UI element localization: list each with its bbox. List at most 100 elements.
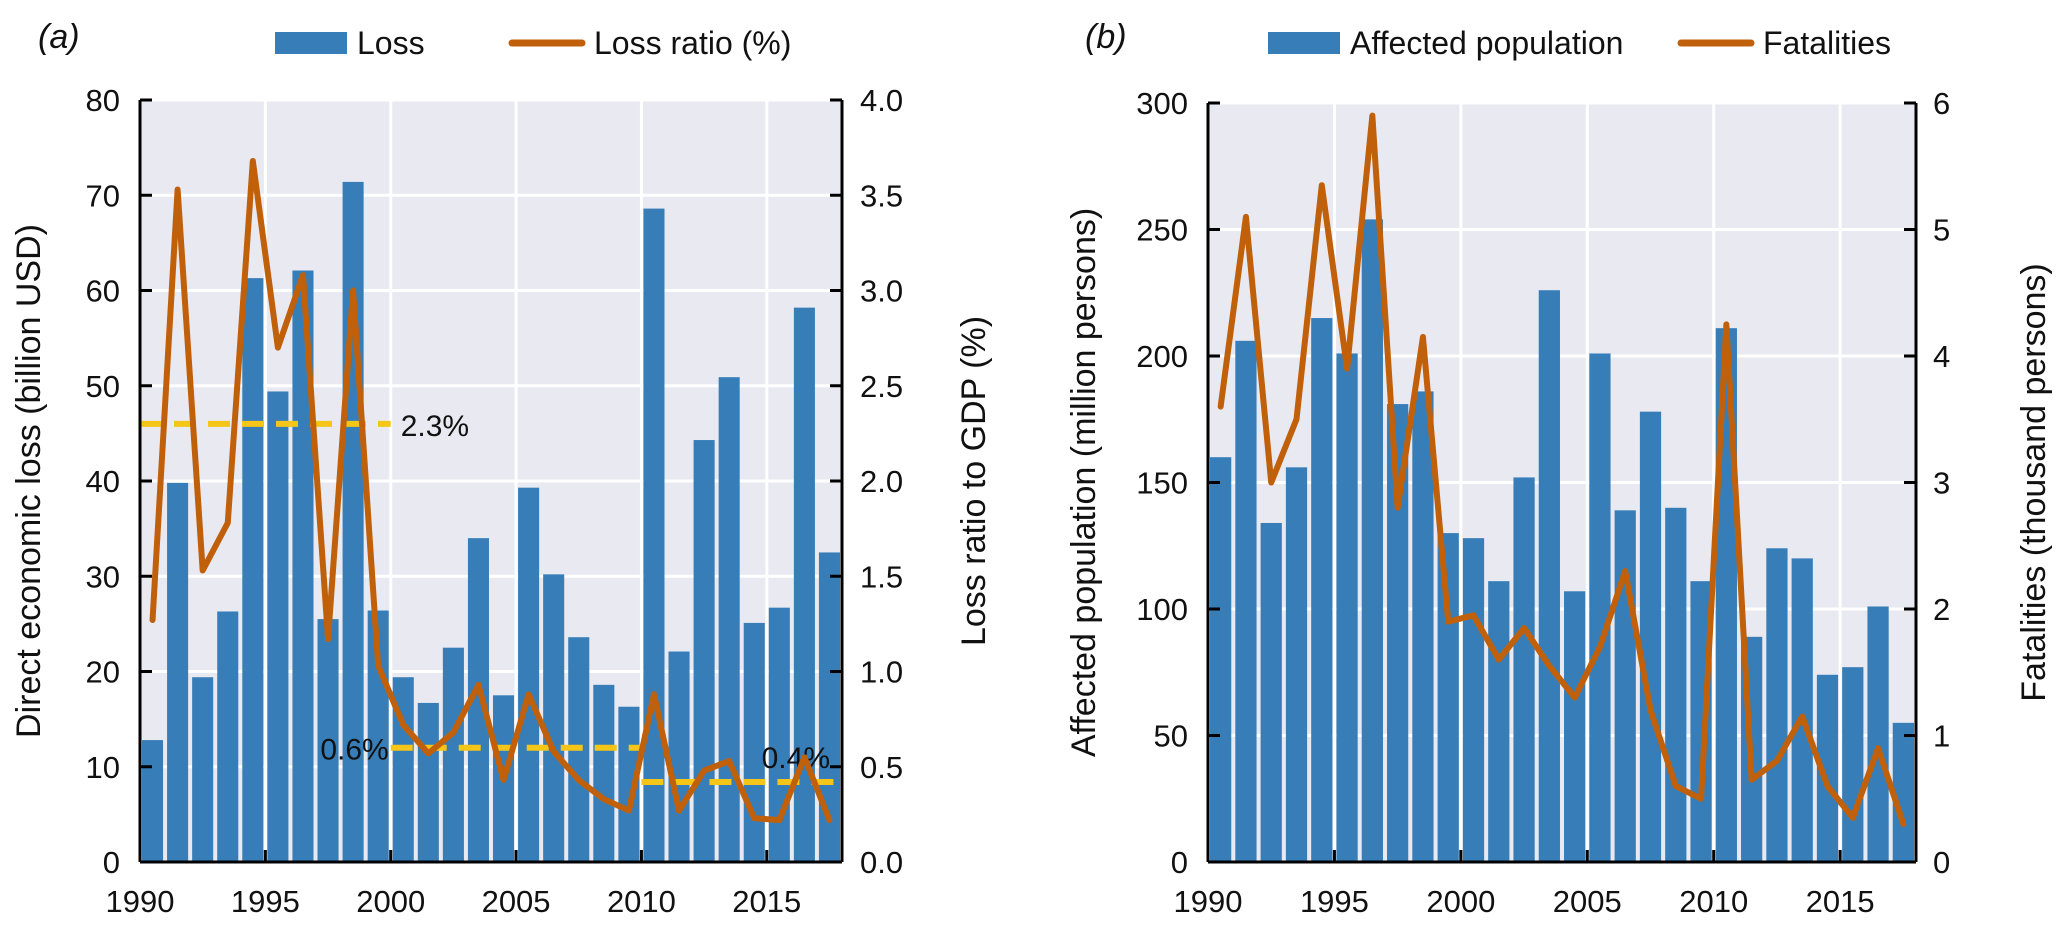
line-series-loss-ratio-: [149, 157, 833, 824]
bar-1991: [167, 482, 189, 862]
bar-1993: [217, 611, 239, 862]
y-tick-label-left: 40: [86, 464, 120, 499]
y-tick-label-left: 0: [1171, 845, 1188, 880]
x-tick-label: 2015: [732, 884, 801, 919]
annotation-label: 0.4%: [762, 742, 830, 775]
x-tick-label: 1995: [1300, 884, 1369, 919]
y-tick-label-left: 250: [1136, 213, 1188, 248]
y-tick-label-right: 3: [1933, 466, 1950, 501]
y-axis-title-left: Direct economic loss (billion USD): [10, 224, 48, 738]
y-tick-label-right: 2: [1933, 592, 1950, 627]
y-axis-title-right: Fatalities (thousand persons): [2015, 263, 2053, 701]
y-tick-label-left: 20: [86, 655, 120, 690]
y-tick-label-left: 10: [86, 750, 120, 785]
bar-2001: [417, 702, 439, 862]
y-tick-label-left: 200: [1136, 339, 1188, 374]
y-tick-label-right: 5: [1933, 213, 1950, 248]
bar-1997: [1387, 404, 1409, 862]
y-tick-label-left: 150: [1136, 466, 1188, 501]
bar-1992: [1260, 522, 1282, 862]
bar-2008: [1665, 507, 1687, 862]
annotation-label: 2.3%: [401, 410, 469, 443]
x-tick-label: 2010: [1679, 884, 1748, 919]
legend-label-bar: Affected population: [1350, 25, 1623, 61]
bar-2015: [1842, 667, 1864, 862]
bar-2012: [1766, 548, 1788, 862]
y-tick-label-right: 1.0: [860, 655, 903, 690]
line-series-fatalities: [1217, 112, 1907, 828]
bar-2015: [768, 607, 790, 862]
y-tick-label-left: 70: [86, 178, 120, 213]
bar-2008: [593, 684, 615, 862]
x-tick-label: 1995: [231, 884, 300, 919]
x-tick-label: 2000: [356, 884, 425, 919]
panel-label: (a): [38, 18, 80, 56]
bar-2010: [643, 208, 665, 862]
bar-2005: [1589, 353, 1611, 862]
y-tick-label-right: 1: [1933, 719, 1950, 754]
bar-2013: [1791, 558, 1813, 862]
y-tick-label-right: 2.0: [860, 464, 903, 499]
y-tick-label-left: 50: [86, 369, 120, 404]
bar-2006: [1614, 510, 1636, 862]
bar-1992: [192, 677, 214, 862]
y-tick-label-right: 2.5: [860, 369, 903, 404]
y-tick-label-left: 300: [1136, 86, 1188, 121]
y-tick-label-left: 100: [1136, 592, 1188, 627]
x-tick-label: 2005: [482, 884, 551, 919]
bar-2005: [518, 487, 540, 862]
bar-1996: [292, 270, 314, 862]
bar-2012: [693, 440, 715, 862]
legend-label-bar: Loss: [357, 25, 425, 61]
y-tick-label-left: 0: [103, 845, 120, 880]
bar-2007: [1639, 411, 1662, 862]
bar-1995: [1336, 353, 1358, 862]
x-tick-label: 2005: [1553, 884, 1622, 919]
bar-1994: [242, 278, 264, 862]
x-tick-label: 1990: [106, 884, 175, 919]
bar-2016: [1867, 606, 1889, 862]
panel-label: (b): [1085, 18, 1127, 56]
legend-swatch-bar: [1268, 32, 1340, 54]
legend-label-line: Fatalities: [1763, 25, 1891, 61]
bar-1991: [1235, 340, 1257, 862]
y-tick-label-right: 0: [1933, 845, 1950, 880]
x-tick-label: 1990: [1174, 884, 1243, 919]
y-tick-label-left: 80: [86, 83, 120, 118]
y-tick-label-right: 4.0: [860, 83, 903, 118]
bar-2017: [1892, 722, 1914, 862]
panel-b: 0 50 100 150 200 250 300 0 1 2 3 4 5 6 1990 1995 2000 200…: [1065, 18, 2053, 919]
y-tick-label-right: 6: [1933, 86, 1950, 121]
bar-1996: [1361, 219, 1383, 862]
y-tick-label-left: 30: [86, 559, 120, 594]
bar-2003: [1538, 290, 1560, 863]
bar-1995: [267, 391, 289, 862]
bar-2006: [543, 574, 565, 862]
y-tick-label-left: 60: [86, 274, 120, 309]
bar-2000: [392, 677, 414, 862]
bar-2002: [1513, 477, 1535, 862]
y-tick-label-right: 1.5: [860, 559, 903, 594]
bar-1990: [1210, 457, 1232, 862]
bar-2002: [442, 647, 464, 862]
bar-1998: [1412, 391, 1434, 862]
bar-2001: [1488, 581, 1510, 862]
bar-2014: [1816, 674, 1839, 862]
x-tick-label: 2000: [1426, 884, 1495, 919]
bar-2011: [668, 651, 690, 862]
bar-2016: [793, 307, 815, 862]
bar-2003: [467, 538, 489, 862]
bar-1990: [142, 740, 164, 862]
y-tick-label-right: 0.5: [860, 750, 903, 785]
bar-1994: [1311, 318, 1333, 862]
legend-label-line: Loss ratio (%): [594, 25, 791, 61]
x-tick-label: 2015: [1806, 884, 1875, 919]
y-axis-title-right: Loss ratio to GDP (%): [955, 316, 993, 646]
bar-1993: [1285, 467, 1308, 862]
bar-2004: [1564, 591, 1586, 862]
bar-2013: [718, 377, 740, 862]
legend-swatch-bar: [275, 32, 347, 54]
x-tick-label: 2010: [607, 884, 676, 919]
annotation-label: 0.6%: [320, 734, 388, 767]
